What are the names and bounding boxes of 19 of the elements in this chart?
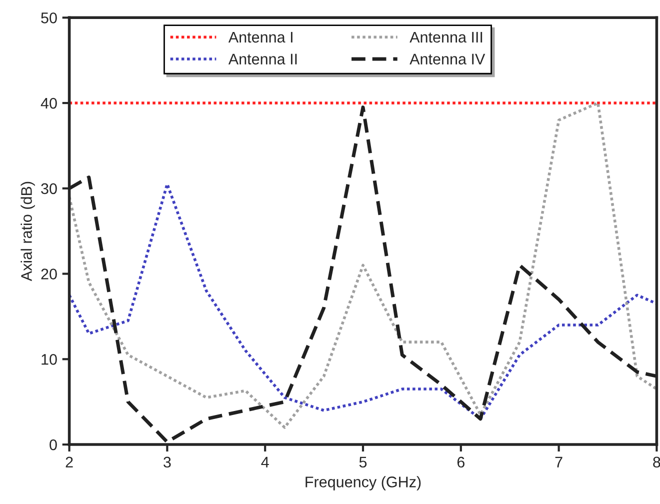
legend-label: Antenna III bbox=[410, 32, 482, 43]
x-axis-title: Frequency (GHz) bbox=[306, 476, 421, 490]
x-tick-label: 4 bbox=[261, 456, 269, 468]
y-tick-label: 30 bbox=[41, 183, 57, 194]
x-tick-label: 8 bbox=[653, 456, 660, 468]
x-tick-label: 6 bbox=[457, 456, 464, 468]
x-tick-label: 5 bbox=[359, 456, 367, 468]
y-tick-label: 0 bbox=[50, 439, 57, 450]
y-tick-label: 50 bbox=[41, 12, 57, 24]
x-tick-label: 7 bbox=[555, 456, 562, 468]
y-tick-label: 10 bbox=[42, 354, 57, 365]
legend-label: Antenna II bbox=[228, 54, 297, 64]
y-axis-title: Axial ratio (dB) bbox=[20, 182, 35, 282]
y-tick-label: 40 bbox=[40, 98, 57, 109]
legend-label: Antenna IV bbox=[410, 54, 486, 64]
x-tick-label: 2 bbox=[66, 456, 73, 468]
y-tick-label: 20 bbox=[41, 268, 57, 280]
legend-label: Antenna I bbox=[228, 32, 292, 43]
x-tick-label: 3 bbox=[164, 456, 171, 468]
